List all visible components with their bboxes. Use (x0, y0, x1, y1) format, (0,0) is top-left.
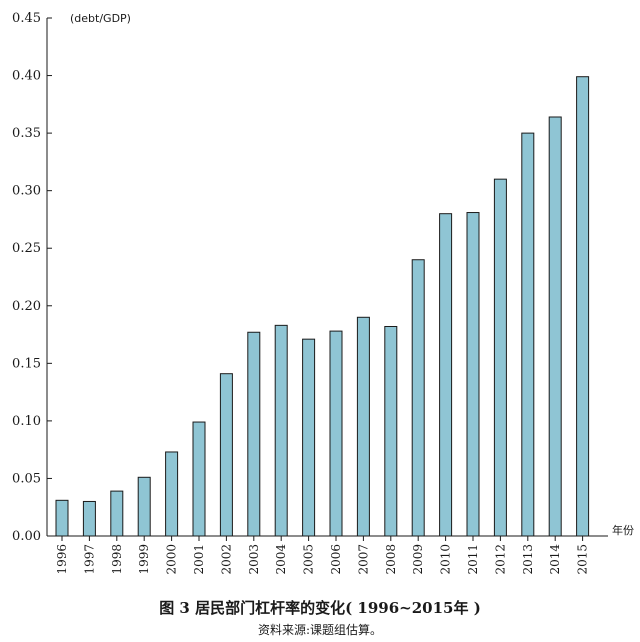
bar-2002 (219, 373, 233, 537)
bar-2009 (411, 259, 425, 537)
bar-1997 (82, 500, 96, 537)
bar-2006 (329, 330, 343, 537)
bar-1998 (110, 490, 124, 537)
bar-2012 (493, 178, 507, 537)
y-tick-label: 0.00 (12, 529, 41, 544)
bar-2005 (302, 338, 316, 537)
x-tick-label: 1998 (110, 544, 124, 575)
bar-2003 (247, 331, 261, 537)
y-tick-label: 0.45 (12, 11, 41, 26)
x-tick-label: 1997 (82, 544, 96, 575)
bar-2010 (439, 213, 453, 537)
x-tick-label: 2001 (192, 544, 206, 575)
x-axis-unit-label: 年份 (612, 523, 634, 537)
x-tick-label: 2009 (411, 544, 425, 575)
y-tick-label: 0.20 (12, 299, 41, 314)
bar-2001 (192, 421, 206, 537)
y-tick-label: 0.30 (12, 184, 41, 199)
x-tick-label: 2008 (384, 544, 398, 575)
x-tick-label: 2015 (576, 544, 590, 575)
x-tick-label: 2013 (521, 544, 535, 575)
y-tick-label: 0.40 (12, 69, 41, 84)
x-tick-label: 2014 (548, 544, 562, 575)
y-tick-label: 0.10 (12, 414, 41, 429)
bar-2011 (466, 212, 480, 537)
x-tick-label: 1999 (137, 544, 151, 575)
x-tick-label: 2011 (466, 544, 480, 575)
x-tick-label: 2000 (165, 544, 179, 575)
chart-source: 资料来源:课题组估算。 (257, 623, 383, 637)
bar-2013 (521, 132, 535, 537)
x-tick-label: 2005 (302, 544, 316, 575)
bar-2007 (356, 316, 370, 537)
y-tick-label: 0.35 (12, 126, 41, 141)
bar-2014 (548, 116, 562, 537)
x-tick-label: 2012 (493, 544, 507, 575)
bar-2008 (384, 325, 398, 537)
bars (55, 76, 590, 537)
x-tick-label: 2002 (219, 544, 233, 575)
bar-2000 (165, 451, 179, 537)
y-tick-label: 0.25 (12, 241, 41, 256)
bar-chart: 0.00 0.05 0.10 0.15 0.20 0.25 0.30 0.35 0.40 0.45… (12, 11, 634, 575)
x-tick-label: 2004 (274, 544, 288, 575)
bar-2015 (576, 76, 590, 537)
x-tick-label: 2007 (356, 544, 370, 575)
x-axis: 1996 1997 1998 1999 2000 2001 2002 2003 2004 2005… (47, 535, 608, 575)
y-tick-label: 0.15 (12, 356, 41, 371)
x-tick-label: 1996 (55, 544, 69, 575)
bar-1999 (137, 476, 151, 537)
y-axis-unit-label: (debt/GDP) (70, 12, 131, 25)
x-tick-label: 2003 (247, 544, 261, 575)
x-tick-label: 2006 (329, 544, 343, 575)
y-axis: 0.00 0.05 0.10 0.15 0.20 0.25 0.30 0.35 0.40 0.45 (12, 11, 52, 544)
bar-1996 (55, 499, 69, 537)
y-tick-label: 0.05 (12, 471, 41, 486)
bar-2004 (274, 324, 288, 537)
x-tick-label: 2010 (439, 544, 453, 575)
chart-title: 图 3 居民部门杠杆率的变化( 1996~2015年 ) (159, 599, 481, 617)
